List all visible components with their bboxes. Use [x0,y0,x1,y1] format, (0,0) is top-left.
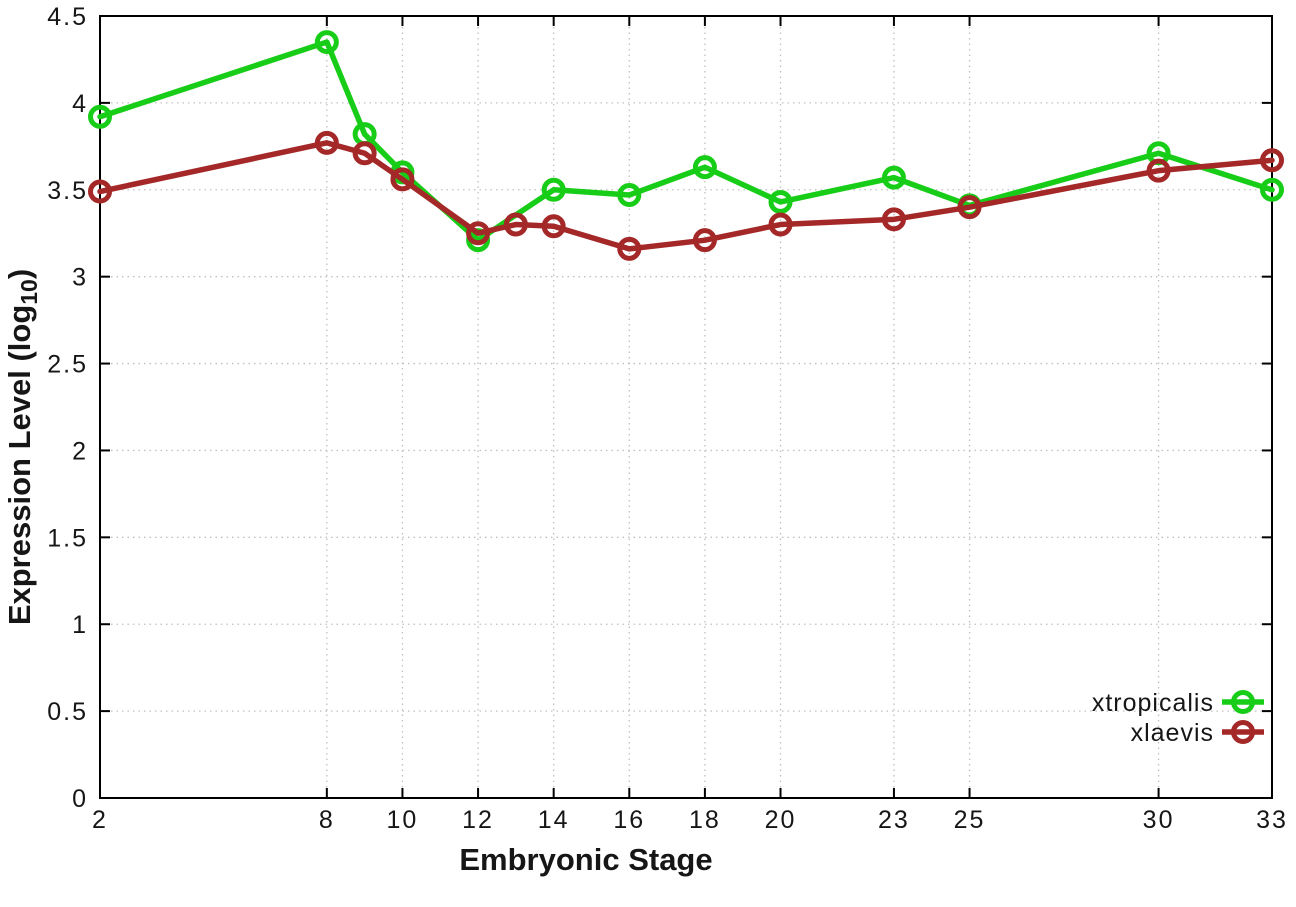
svg-text:4: 4 [72,90,88,118]
legend-label-xlaevis: xlaevis [1131,719,1214,747]
svg-text:3: 3 [72,264,88,292]
svg-text:12: 12 [462,806,494,834]
svg-text:2.5: 2.5 [47,351,88,379]
svg-text:0.5: 0.5 [47,698,88,726]
gridlines [100,16,1272,798]
svg-text:3.5: 3.5 [47,177,88,205]
series-xtropicalis [88,30,1284,253]
svg-text:4.5: 4.5 [47,3,88,31]
legend-label-xtropicalis: xtropicalis [1092,689,1214,717]
svg-text:1.5: 1.5 [47,524,88,552]
x-axis-title: Embryonic Stage [459,842,712,877]
svg-text:18: 18 [689,806,721,834]
svg-text:30: 30 [1143,806,1175,834]
plot-border [99,15,1273,799]
y-axis-title: Expression Level (log10) [2,269,42,625]
svg-text:0: 0 [72,785,88,813]
svg-text:1: 1 [72,611,88,639]
svg-text:16: 16 [613,806,645,834]
y-tick-labels: 0 0.5 1 1.5 2 2.5 3 3.5 4 4.5 [47,3,88,813]
series-xlaevis [88,130,1284,261]
svg-text:2: 2 [72,437,88,465]
svg-text:8: 8 [319,806,335,834]
svg-text:2: 2 [92,806,108,834]
svg-text:33: 33 [1256,806,1288,834]
svg-text:25: 25 [954,806,986,834]
x-tick-labels: 2 8 10 12 14 16 18 20 23 25 30 33 [92,806,1288,834]
svg-text:20: 20 [765,806,797,834]
axis-ticks [99,15,1273,799]
svg-text:10: 10 [387,806,419,834]
svg-text:14: 14 [538,806,570,834]
svg-text:23: 23 [878,806,910,834]
